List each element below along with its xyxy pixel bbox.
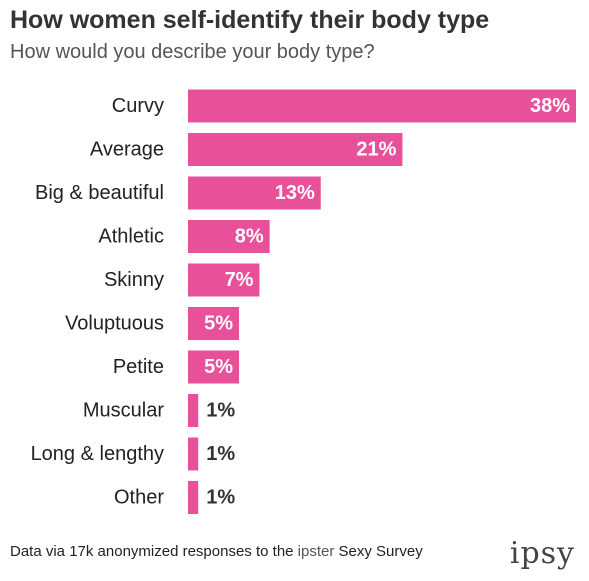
category-label: Voluptuous bbox=[65, 313, 164, 335]
bar bbox=[188, 394, 199, 427]
category-label: Big & beautiful bbox=[35, 182, 164, 204]
category-label: Skinny bbox=[104, 269, 164, 291]
bar bbox=[188, 350, 240, 384]
chart-subtitle: How would you describe your body type? bbox=[10, 41, 375, 63]
category-label: Average bbox=[90, 139, 164, 161]
source-suffix: Sexy Survey bbox=[334, 543, 423, 560]
bar bbox=[188, 176, 321, 210]
category-label: Athletic bbox=[98, 226, 164, 248]
bar bbox=[188, 481, 199, 514]
bar bbox=[188, 89, 576, 123]
value-label: 21% bbox=[356, 139, 396, 161]
category-label: Muscular bbox=[83, 400, 164, 422]
category-label: Long & lengthy bbox=[31, 443, 164, 465]
brand-logo: ipsy bbox=[509, 536, 575, 571]
bar bbox=[188, 133, 403, 166]
bar bbox=[188, 307, 240, 340]
source-brand: ipster bbox=[297, 543, 335, 560]
value-label: 8% bbox=[235, 226, 264, 248]
value-label: 1% bbox=[206, 487, 235, 509]
source-prefix: Data via 17k anonymized responses to the bbox=[10, 543, 298, 560]
category-label: Petite bbox=[113, 356, 164, 378]
value-label: 38% bbox=[530, 95, 570, 117]
category-label: Other bbox=[114, 487, 164, 509]
bar bbox=[188, 263, 260, 297]
chart-title: How women self-identify their body type bbox=[10, 6, 490, 34]
category-label: Curvy bbox=[112, 95, 164, 117]
value-label: 1% bbox=[206, 400, 235, 422]
value-label: 1% bbox=[206, 443, 235, 465]
bar-chart: Curvy 38% Average 21% Big & beautiful 13% Athl… bbox=[31, 89, 576, 514]
value-label: 5% bbox=[204, 313, 233, 335]
bar bbox=[188, 220, 270, 253]
bar bbox=[188, 437, 199, 471]
source-footnote: Data via 17k anonymized responses to the… bbox=[10, 543, 423, 560]
value-label: 5% bbox=[204, 356, 233, 378]
value-label: 7% bbox=[225, 269, 254, 291]
value-label: 13% bbox=[275, 182, 315, 204]
